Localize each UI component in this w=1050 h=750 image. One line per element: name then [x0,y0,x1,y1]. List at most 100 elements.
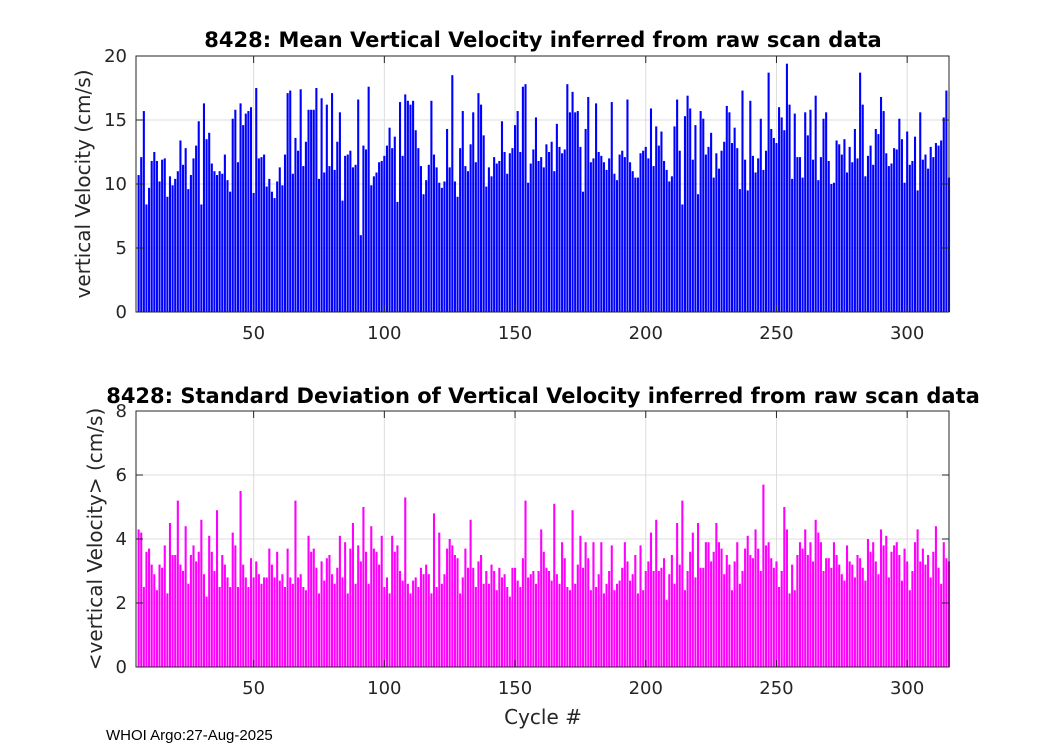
mean-velocity-bar [472,112,475,312]
mean-velocity-bar [783,130,786,312]
mean-velocity-bar [302,166,305,312]
stddev-velocity-bar [391,535,394,667]
mean-velocity-bar [696,194,700,312]
mean-velocity-bar [508,153,511,312]
mean-velocity-bar [268,178,271,312]
stddev-velocity-bar [804,529,807,667]
stddev-velocity-bar [670,555,673,667]
mean-velocity-bar [702,118,705,312]
stddev-velocity-bar [681,500,684,667]
stddev-velocity-bar [307,535,310,667]
mean-velocity-bar [208,132,211,312]
mean-velocity-bar [744,159,747,312]
stddev-velocity-bar [495,590,498,667]
stddev-velocity-bar [367,583,370,667]
stddev-velocity-bar [874,561,877,667]
mean-velocity-bar [328,166,331,312]
stddev-velocity-bar [252,577,255,667]
mean-velocity-bar [459,148,462,312]
mean-velocity-bar [767,72,770,312]
stddev-velocity-bar [736,542,739,667]
mean-velocity-bar [244,113,247,312]
mean-velocity-bar [757,158,760,312]
mean-velocity-bar [265,186,268,312]
mean-velocity-bar [913,136,917,312]
mean-velocity-bar [189,175,192,312]
mean-velocity-bar [579,146,582,312]
mean-velocity-bar [670,176,673,312]
mean-velocity-bar [576,111,579,312]
mean-velocity-ylabel: vertical Velocity (cm/s) [71,70,95,299]
stddev-velocity-bar [155,590,158,667]
stddev-velocity-bar [644,571,647,667]
stddev-velocity-bar [417,587,420,667]
mean-velocity-bar [242,125,245,313]
stddev-velocity-bar [281,574,284,667]
mean-velocity-bar [534,117,538,312]
stddev-velocity-bar [832,542,836,667]
stddev-velocity-bar [255,561,258,667]
mean-velocity-bars [137,63,951,313]
stddev-velocity-bar [869,551,872,667]
stddev-velocity-bar [754,529,757,667]
mean-velocity-bar [354,164,357,312]
mean-velocity-bar [819,157,822,312]
stddev-velocity-bar [195,561,198,667]
stddev-velocity-ytick-label: 2 [116,593,127,614]
mean-velocity-bar [678,150,681,312]
stddev-velocity-bar [613,590,616,667]
stddev-velocity-bar [634,555,637,667]
mean-velocity-bar [694,125,697,313]
mean-velocity-bar [291,173,294,312]
mean-velocity-bar [310,109,313,312]
stddev-velocity-bar [493,571,496,667]
stddev-velocity-bar [223,564,226,667]
mean-velocity-bar [626,99,629,313]
stddev-velocity-bar [529,574,532,667]
mean-velocity-bar [401,155,404,312]
mean-velocity-bar [736,148,739,312]
stddev-velocity-bar [660,567,663,667]
mean-velocity-bar [851,162,854,312]
stddev-velocity-bar [171,555,174,667]
stddev-velocity-bar [500,577,504,667]
stddev-velocity-bar [563,558,566,667]
mean-velocity-bar [359,235,362,312]
stddev-velocity-bar [148,548,151,667]
stddev-velocity-bar [145,551,148,667]
mean-velocity-bar [331,93,334,313]
mean-velocity-bar [877,134,880,312]
mean-velocity-bar [542,167,545,312]
stddev-velocity-bar [304,590,307,667]
stddev-velocity-bar [263,577,266,667]
mean-velocity-bar [427,164,430,312]
stddev-velocity-bar [689,551,692,667]
stddev-velocity-title: 8428: Standard Deviation of Vertical Vel… [106,384,980,408]
mean-velocity-bar [255,88,258,312]
stddev-velocity-bar [508,596,511,667]
stddev-velocity-bar [521,558,524,667]
mean-velocity-bar [317,178,321,312]
stddev-velocity-bar [791,564,794,667]
mean-velocity-bar [432,154,436,312]
stddev-velocity-bar [487,583,490,667]
mean-velocity-bar [404,94,407,313]
mean-velocity-bar [545,144,548,312]
mean-velocity-bar [372,176,375,312]
mean-velocity-bar [775,143,778,312]
mean-velocity-bar [605,169,608,312]
stddev-velocity-bar [642,590,645,667]
mean-velocity-bar [153,152,156,312]
stddev-velocity-bar [414,577,417,667]
stddev-velocity-bar [864,580,867,667]
mean-velocity-bar [676,99,679,313]
mean-velocity-bar [148,187,151,312]
stddev-velocity-bar [621,567,624,667]
mean-velocity-bar [691,159,694,312]
stddev-velocity-bar [649,532,653,667]
mean-velocity-bar [506,173,509,312]
stddev-velocity-bar [730,590,734,667]
mean-velocity-bar [636,177,639,312]
mean-velocity-ytick-label: 15 [104,110,127,131]
mean-velocity-bar [406,100,409,312]
